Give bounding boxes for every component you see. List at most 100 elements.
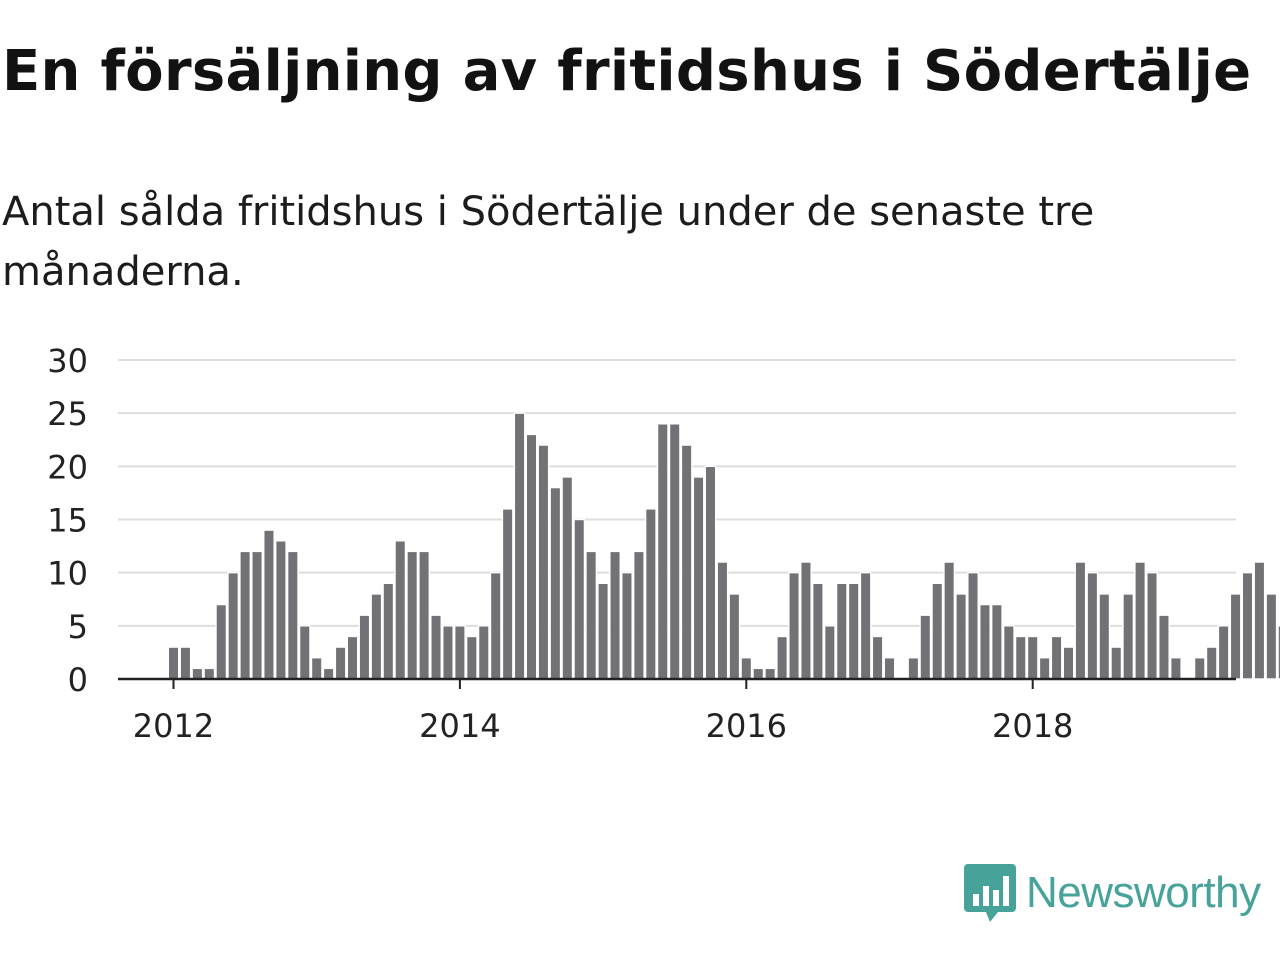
y-tick-label: 15: [47, 502, 88, 540]
bar: [943, 561, 956, 680]
bar: [991, 603, 1003, 680]
bar: [621, 571, 633, 680]
bar: [1086, 571, 1099, 680]
bar: [1241, 571, 1254, 680]
bar: [513, 412, 526, 680]
bar: [728, 593, 741, 680]
bar: [1038, 657, 1051, 680]
bar: [382, 582, 395, 680]
bar: [847, 582, 860, 680]
y-tick-label: 10: [47, 555, 88, 593]
x-tick-label: 2014: [419, 707, 500, 745]
bar: [179, 646, 192, 680]
bar: [239, 550, 251, 680]
bar: [1002, 625, 1015, 680]
bar: [680, 444, 693, 680]
bar: [275, 540, 287, 680]
bar: [1193, 657, 1206, 680]
bar: [1253, 561, 1266, 680]
bar: [298, 625, 311, 680]
brand: Newsworthy: [964, 862, 1261, 924]
bar: [322, 667, 335, 680]
bar: [800, 561, 812, 680]
bar: [1277, 625, 1280, 680]
logo-bar-4: [1003, 876, 1009, 906]
x-tick-label: 2018: [992, 707, 1073, 745]
bar: [1217, 625, 1230, 680]
bar: [907, 657, 920, 680]
chart-bubble-icon: [964, 864, 1016, 922]
bar: [251, 550, 263, 680]
bar: [656, 423, 669, 680]
y-tick-label: 30: [47, 342, 88, 380]
bar: [835, 582, 848, 680]
bar: [692, 476, 705, 680]
bar: [454, 625, 466, 680]
y-tick-label: 5: [68, 608, 88, 646]
bar: [764, 667, 777, 680]
bar: [1205, 646, 1218, 680]
bar: [191, 667, 204, 680]
bar: [1146, 571, 1158, 680]
bar: [812, 582, 824, 680]
chart-title: En försäljning av fritidshus i Södertälj…: [2, 39, 1252, 104]
bar: [418, 550, 430, 680]
bar: [967, 571, 979, 680]
bar: [334, 646, 347, 680]
bar: [931, 582, 944, 680]
x-tick-label: 2012: [133, 707, 214, 745]
bar: [633, 550, 645, 680]
bar: [573, 518, 586, 680]
bar: [430, 614, 442, 680]
bar: [716, 561, 729, 680]
bars: [167, 412, 1280, 680]
bar: [549, 486, 562, 680]
bar: [1265, 593, 1278, 680]
bar: [286, 550, 299, 680]
logo-bar-2: [983, 886, 989, 906]
bar: [1134, 561, 1147, 680]
bar: [227, 571, 240, 680]
y-axis-ticks: 0 5 10 15 20 25 30: [47, 342, 88, 699]
bar: [740, 657, 753, 680]
bar: [489, 571, 502, 680]
bar: [644, 508, 657, 680]
bar: [537, 444, 550, 680]
x-axis-ticks: 20122014201620182020202220242026: [133, 679, 1280, 745]
bar: [167, 646, 180, 680]
bar: [1122, 593, 1135, 680]
y-tick-label: 0: [68, 661, 88, 699]
bar: [859, 571, 872, 680]
bar: [1050, 635, 1063, 680]
bar: [346, 635, 359, 680]
bar: [215, 603, 228, 680]
bar: [704, 465, 717, 680]
bar: [883, 657, 896, 680]
bar: [442, 625, 454, 680]
bar: [1110, 646, 1123, 680]
bar: [465, 635, 478, 680]
bar: [394, 540, 407, 680]
bar: [609, 550, 621, 680]
bar: [1098, 593, 1111, 680]
bar: [203, 667, 216, 680]
bar: [1026, 635, 1039, 680]
bar: [477, 625, 490, 680]
bar: [979, 603, 991, 680]
y-tick-label: 20: [47, 448, 88, 486]
bar: [871, 635, 884, 680]
bar: [561, 476, 574, 680]
bar: [823, 625, 836, 680]
bar: [406, 550, 419, 680]
bar: [1074, 561, 1087, 680]
bar: [585, 550, 598, 680]
bar: [919, 614, 932, 680]
chart-subtitle: Antal sålda fritidshus i Södertälje unde…: [2, 189, 1095, 295]
bar: [1062, 646, 1075, 680]
bar: [525, 433, 538, 680]
brand-name: Newsworthy: [1026, 868, 1261, 917]
bar: [501, 508, 514, 680]
bar: [370, 593, 383, 680]
bar: [310, 657, 323, 680]
